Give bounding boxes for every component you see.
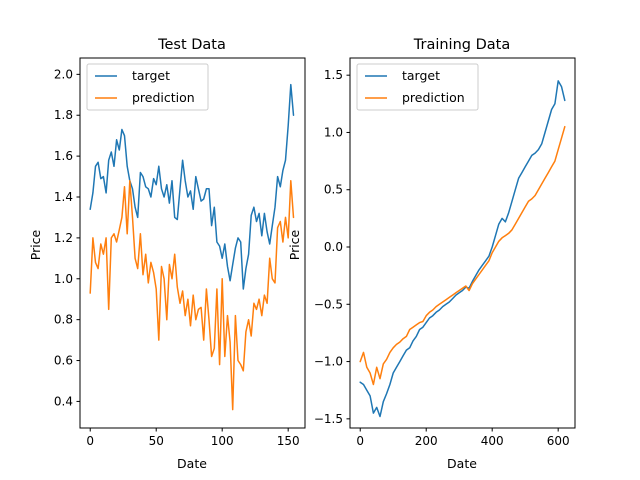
- training-data-ytick-label: 1.0: [324, 125, 343, 139]
- test-data-xtick-label: 100: [211, 434, 234, 448]
- test-data-ytick-label: 1.4: [54, 190, 73, 204]
- test-data-legend: target prediction: [86, 63, 209, 111]
- training-data-ytick-label: −0.5: [314, 297, 343, 311]
- training-data-prediction-line: [359, 125, 566, 386]
- test-data-prediction-line: [89, 179, 295, 411]
- training-data-legend-target-label: target: [402, 68, 440, 83]
- training-data-legend-prediction-label: prediction: [402, 90, 465, 105]
- test-data-ylabel: Price: [28, 229, 43, 260]
- test-data-legend-target-label: target: [132, 68, 170, 83]
- training-data-ytick-label: 0.5: [324, 183, 343, 197]
- training-data-legend-box: [356, 63, 479, 111]
- test-data-lines: [89, 83, 295, 411]
- test-data-ticks: 0 50 100 150 0.4 0.6 0.8 1.0 1.2 1.4 1.6 1.8 2.0: [54, 67, 300, 448]
- test-data-ytick-label: 0.4: [54, 394, 73, 408]
- test-data-target-line: [89, 83, 295, 290]
- test-data-ytick-label: 1.8: [54, 108, 73, 122]
- training-data-axes-frame: [349, 57, 576, 429]
- test-data-ytick-label: 0.6: [54, 354, 73, 368]
- test-data-title: Test Data: [157, 37, 226, 53]
- training-data-xtick-label: 400: [481, 434, 504, 448]
- training-data-ytick-label: 0.0: [324, 240, 343, 254]
- test-data-xtick-label: 150: [277, 434, 300, 448]
- training-data-ytick-label: 1.5: [324, 68, 343, 82]
- test-data-ytick-label: 0.8: [54, 313, 73, 327]
- test-data-ytick-label: 1.0: [54, 272, 73, 286]
- training-data-ticks: 0 200 400 600 −1.5 −1.0 −0.5 0.0 0.5 1.0 1.5: [314, 68, 570, 448]
- test-data-xlabel: Date: [177, 456, 207, 471]
- training-data-xtick-label: 600: [547, 434, 570, 448]
- training-data-ytick-label: −1.0: [314, 355, 343, 369]
- training-data-ylabel: Price: [287, 229, 302, 260]
- training-data-xlabel: Date: [447, 456, 477, 471]
- training-data-panel: Training Data Date Price 0 200 400 600 −1.5 −…: [287, 37, 576, 471]
- test-data-legend-box: [86, 63, 209, 111]
- test-data-legend-prediction-label: prediction: [132, 90, 195, 105]
- test-data-axes-frame: [79, 57, 306, 429]
- test-data-xtick-label: 0: [86, 434, 94, 448]
- training-data-title: Training Data: [413, 37, 510, 53]
- test-data-ytick-label: 1.2: [54, 231, 73, 245]
- training-data-ytick-label: −1.5: [314, 412, 343, 426]
- training-data-target-line: [359, 80, 566, 418]
- training-data-xtick-label: 200: [415, 434, 438, 448]
- training-data-xtick-label: 0: [356, 434, 364, 448]
- test-data-ytick-label: 1.6: [54, 149, 73, 163]
- test-data-ytick-label: 2.0: [54, 67, 73, 81]
- training-data-legend: target prediction: [356, 63, 479, 111]
- training-data-lines: [359, 80, 566, 418]
- test-data-panel: Test Data Date Price 0 50 100 150 0.4 0.6 0.8 1…: [28, 37, 306, 471]
- test-data-xtick-label: 50: [149, 434, 164, 448]
